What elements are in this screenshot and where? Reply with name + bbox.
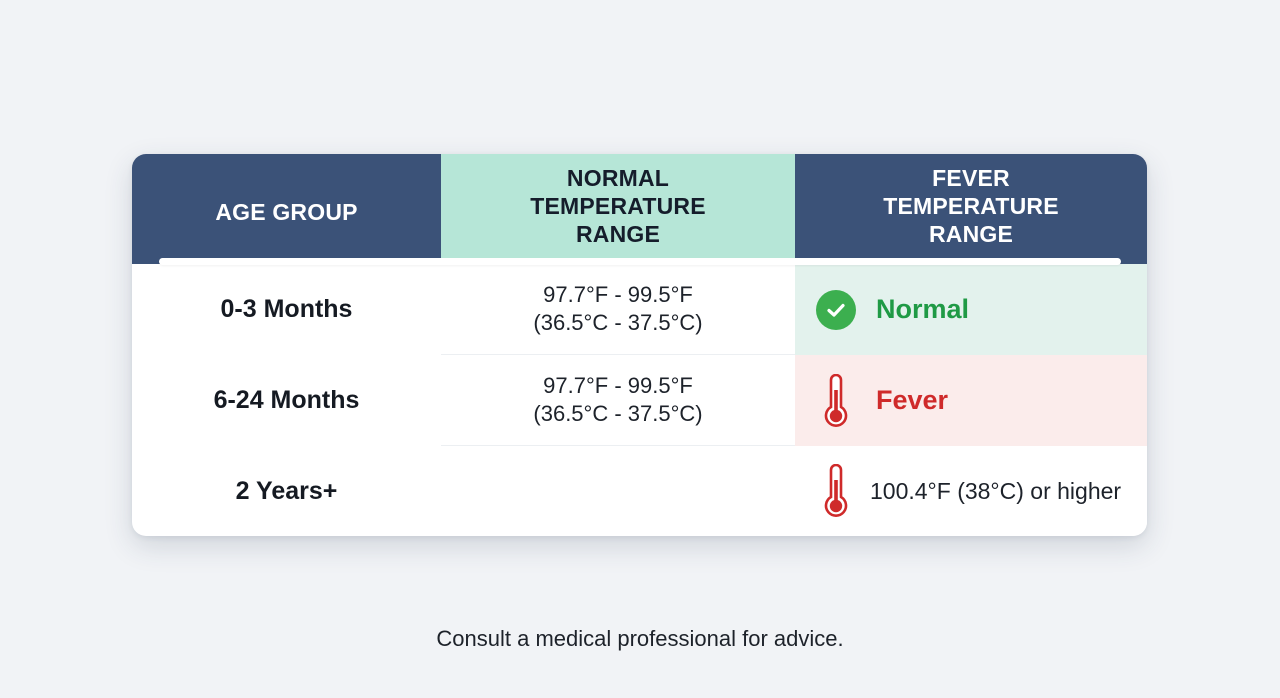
- header-normal-line-2: TEMPERATURE: [530, 193, 706, 219]
- range-celsius: (36.5°C - 37.5°C): [533, 310, 703, 335]
- thermometer-icon: [816, 464, 856, 518]
- temperature-table-card: AGE GROUP NORMAL TEMPERATURE RANGE FEVER…: [132, 154, 1147, 536]
- header-fever-range: FEVER TEMPERATURE RANGE: [795, 154, 1147, 264]
- header-fever-line-1: FEVER: [932, 165, 1010, 191]
- header-age-group-label: AGE GROUP: [215, 199, 358, 225]
- footer-note: Consult a medical professional for advic…: [436, 626, 844, 651]
- table-row-3-age: 2 Years+: [132, 446, 441, 536]
- status-label: Fever: [876, 385, 949, 415]
- header-normal-line-1: NORMAL: [566, 165, 670, 191]
- header-normal-line-3: RANGE: [575, 221, 661, 247]
- status-label: Normal: [876, 294, 970, 324]
- table-row-1-age: 0-3 Months: [132, 264, 441, 355]
- table-row-3-range: [441, 446, 795, 536]
- table-row-1-status: Normal: [795, 264, 1147, 355]
- header-fever-line-2: TEMPERATURE: [883, 193, 1059, 219]
- header-fever-line-3: RANGE: [928, 221, 1014, 247]
- age-label: 0-3 Months: [220, 295, 353, 323]
- range-celsius: (36.5°C - 37.5°C): [533, 401, 703, 426]
- header-divider: [159, 258, 1121, 265]
- temperature-table: AGE GROUP NORMAL TEMPERATURE RANGE FEVER…: [132, 154, 1147, 536]
- header-age-group: AGE GROUP: [132, 154, 441, 264]
- table-row-1-range: 97.7°F - 99.5°F (36.5°C - 37.5°C): [441, 264, 795, 355]
- range-fahrenheit: 97.7°F - 99.5°F: [543, 373, 693, 398]
- table-row-3-status: 100.4°F (38°C) or higher: [795, 446, 1147, 536]
- thermometer-icon: [816, 373, 856, 428]
- table-row-2-status: Fever: [795, 355, 1147, 446]
- range-fahrenheit: 97.7°F - 99.5°F: [543, 282, 693, 307]
- check-circle-icon: [816, 289, 856, 330]
- table-row-2-age: 6-24 Months: [132, 355, 441, 446]
- table-row-2-range: 97.7°F - 99.5°F (36.5°C - 37.5°C): [441, 355, 795, 446]
- age-label: 6-24 Months: [213, 386, 360, 414]
- header-normal-range: NORMAL TEMPERATURE RANGE: [441, 154, 795, 264]
- age-label: 2 Years+: [235, 476, 338, 505]
- status-label: 100.4°F (38°C) or higher: [870, 477, 1122, 504]
